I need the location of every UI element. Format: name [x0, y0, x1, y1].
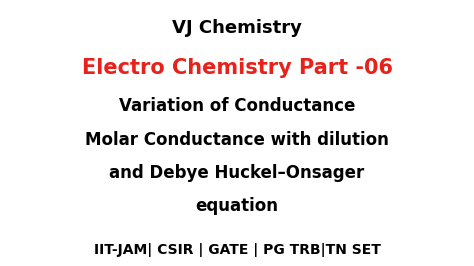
Text: IIT-JAM| CSIR | GATE | PG TRB|TN SET: IIT-JAM| CSIR | GATE | PG TRB|TN SET [93, 243, 381, 257]
Text: and Debye Huckel–Onsager: and Debye Huckel–Onsager [109, 164, 365, 182]
Text: Electro Chemistry Part -06: Electro Chemistry Part -06 [82, 58, 392, 78]
Text: Molar Conductance with dilution: Molar Conductance with dilution [85, 131, 389, 149]
Text: equation: equation [195, 197, 279, 215]
Text: VJ Chemistry: VJ Chemistry [172, 19, 302, 37]
Text: Variation of Conductance: Variation of Conductance [119, 97, 355, 115]
